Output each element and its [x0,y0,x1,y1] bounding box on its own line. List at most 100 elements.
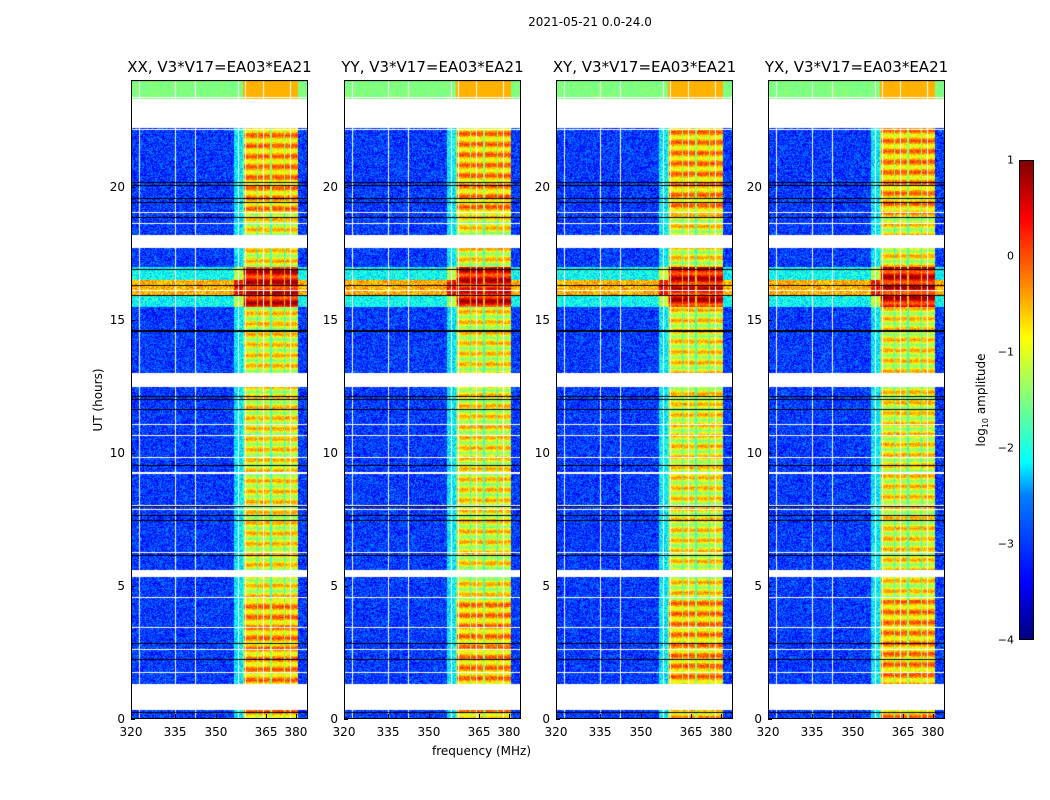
y-tick-label: 20 [534,179,550,194]
y-tick-mark [556,585,560,587]
x-tick-mark [691,714,693,718]
waterfall-panel: YX, V3*V17=EA03*EA21 0 5 10 15 20 320 335 350 365… [747,58,948,739]
x-axis-label: frequency (MHz) [432,744,532,758]
y-tick-mark [556,319,560,321]
colorbar-tick-label: 0 [1007,249,1014,263]
x-tick-label: 380 [284,725,308,739]
x-tick-mark [812,714,814,718]
y-tick-mark [344,319,348,321]
x-tick-label: 350 [417,725,441,739]
y-tick-label: 10 [322,445,338,460]
x-tick-mark [600,714,602,718]
y-tick-label: 15 [322,312,338,327]
x-tick-label: 365 [467,725,491,739]
colorbar-tick-label: −1 [997,345,1014,359]
y-tick-mark [768,585,772,587]
y-tick-mark [131,319,135,321]
x-tick-mark [266,714,268,718]
y-tick-label: 15 [109,312,125,327]
x-tick-mark [295,714,297,718]
x-tick-label: 365 [891,725,915,739]
y-tick-mark [344,585,348,587]
y-tick-label: 5 [330,578,338,593]
figure-title: 2021-05-21 0.0-24.0 [528,15,652,29]
y-tick-mark [344,719,348,720]
y-tick-mark [131,719,135,720]
y-tick-label: 20 [746,179,762,194]
y-tick-mark [556,452,560,454]
x-tick-mark [508,714,510,718]
x-tick-label: 335 [376,725,400,739]
y-tick-label: 20 [109,179,125,194]
panel-title: YY, V3*V17=EA03*EA21 [341,58,524,76]
x-tick-mark [556,714,557,718]
x-tick-mark [215,714,217,718]
y-tick-mark [344,452,348,454]
x-tick-mark [175,714,177,718]
x-tick-mark [852,714,854,718]
axes-frame [556,80,733,719]
waterfall-panel: XX, V3*V17=EA03*EA21 0 5 10 15 20 320 335 350 365… [110,58,312,739]
y-tick-label: 15 [746,312,762,327]
x-tick-label: 350 [204,725,228,739]
colorbar-tick-label: −2 [997,441,1014,455]
y-tick-label: 0 [542,712,550,726]
y-tick-mark [556,186,560,188]
x-tick-mark [479,714,481,718]
panel-title: XX, V3*V17=EA03*EA21 [127,58,312,76]
colorbar-tick-label: −3 [997,537,1014,551]
y-tick-label: 0 [117,712,125,726]
heatmap-image [131,80,308,719]
x-tick-label: 380 [709,725,733,739]
y-tick-label: 0 [330,712,338,726]
x-tick-label: 335 [800,725,824,739]
y-tick-mark [556,719,560,720]
y-tick-mark [131,452,135,454]
colorbar-label: log10 amplitude [973,353,991,447]
waterfall-panel: XY, V3*V17=EA03*EA21 0 5 10 15 20 320 335 350 365… [535,58,736,739]
y-tick-mark [768,452,772,454]
x-tick-label: 320 [332,725,356,739]
x-tick-label: 380 [497,725,521,739]
y-tick-mark [768,719,772,720]
x-tick-mark [131,714,132,718]
colorbar-tick-label: −4 [997,633,1014,647]
y-tick-mark [131,585,135,587]
y-axis-label: UT (hours) [91,368,105,432]
axes-frame [344,80,521,719]
colorbar-tick-label: 1 [1007,153,1014,167]
panel-title: XY, V3*V17=EA03*EA21 [552,58,737,76]
x-tick-mark [903,714,905,718]
y-tick-mark [131,186,135,188]
x-tick-label: 335 [588,725,612,739]
y-tick-mark [768,319,772,321]
y-tick-label: 15 [534,312,550,327]
y-tick-label: 5 [542,578,550,593]
x-tick-label: 320 [756,725,780,739]
x-tick-label: 365 [254,725,278,739]
y-tick-mark [344,186,348,188]
x-tick-mark [640,714,642,718]
y-tick-label: 5 [754,578,762,593]
y-tick-label: 5 [117,578,125,593]
x-tick-mark [932,714,934,718]
x-tick-mark [720,714,722,718]
x-tick-mark [768,714,769,718]
x-tick-label: 320 [119,725,143,739]
colorbar [1019,160,1034,640]
x-tick-mark [344,714,345,718]
heatmap-image [556,80,733,719]
y-tick-label: 0 [754,712,762,726]
x-tick-label: 350 [841,725,865,739]
y-tick-label: 20 [322,179,338,194]
y-tick-label: 10 [109,445,125,460]
x-tick-label: 335 [163,725,187,739]
y-tick-label: 10 [746,445,762,460]
x-tick-mark [388,714,390,718]
heatmap-image [768,80,945,719]
x-tick-label: 380 [921,725,945,739]
panel-title: YX, V3*V17=EA03*EA21 [764,58,949,76]
heatmap-image [344,80,521,719]
waterfall-panel: YY, V3*V17=EA03*EA21 0 5 10 15 20 320 335 350 365… [323,58,524,739]
